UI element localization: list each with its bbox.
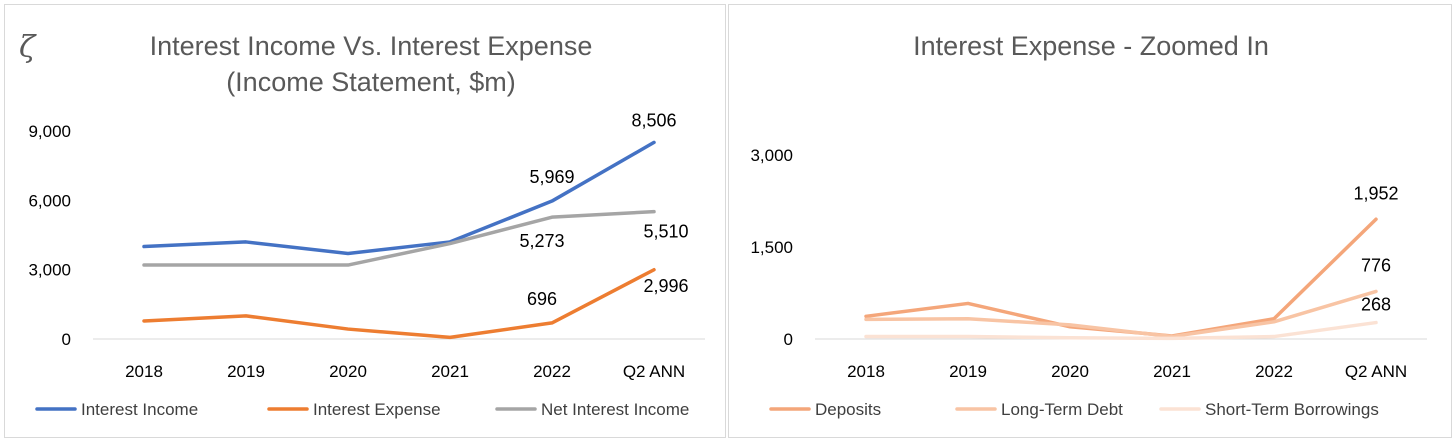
data-label: 776 xyxy=(1361,255,1391,275)
legend-label: Interest Expense xyxy=(313,400,441,419)
logo-zeta: ζ xyxy=(19,30,37,65)
legend-label: Short-Term Borrowings xyxy=(1205,400,1379,419)
y-tick-label: 0 xyxy=(62,330,71,349)
data-label: 8,506 xyxy=(631,110,676,130)
data-label: 5,969 xyxy=(529,167,574,187)
data-labels: 5,969 8,506 696 2,996 5,273 5,510 xyxy=(519,110,688,308)
chart-subtitle: (Income Statement, $m) xyxy=(226,67,516,97)
interest-expense-zoom-chart-panel: Interest Expense - Zoomed In 0 1,500 3,000… xyxy=(728,4,1452,438)
chart-title: Interest Income Vs. Interest Expense xyxy=(150,31,593,61)
y-tick-label: 0 xyxy=(784,330,793,349)
x-tick-label: 2018 xyxy=(847,362,885,381)
axes: 0 1,500 3,000 2018 2019 2020 2021 2022 Q2 ANN xyxy=(750,146,1427,381)
series-line-long-term-debt xyxy=(864,289,1378,339)
data-label: 5,273 xyxy=(519,231,564,251)
x-tick-label: 2020 xyxy=(329,362,367,381)
chart-title: Interest Expense - Zoomed In xyxy=(913,31,1269,61)
series-lines xyxy=(142,140,656,340)
data-label: 2,996 xyxy=(643,276,688,296)
legend-label: Net Interest Income xyxy=(541,400,689,419)
x-tick-label: 2021 xyxy=(1153,362,1191,381)
axes: 0 3,000 6,000 9,000 2018 2019 2020 2021 2022 Q2 A… xyxy=(28,122,705,381)
legend: Deposits Long-Term Debt Short-Term Borrowi… xyxy=(769,400,1379,419)
legend-label: Interest Income xyxy=(81,400,198,419)
series-line-net-interest-income xyxy=(142,209,656,267)
interest-income-chart: ζ Interest Income Vs. Interest Expense (… xyxy=(19,30,705,419)
x-tick-label: 2022 xyxy=(533,362,571,381)
y-tick-label: 3,000 xyxy=(28,261,71,280)
x-tick-label: 2021 xyxy=(431,362,469,381)
series-line-short-term-borrowings xyxy=(864,320,1378,341)
x-tick-label: 2022 xyxy=(1255,362,1293,381)
data-labels: 1,952 776 268 xyxy=(1353,183,1398,314)
y-tick-label: 6,000 xyxy=(28,191,71,210)
legend-label: Long-Term Debt xyxy=(1001,400,1123,419)
data-label: 1,952 xyxy=(1353,183,1398,203)
data-label: 696 xyxy=(527,289,557,309)
x-tick-label: Q2 ANN xyxy=(623,362,685,381)
x-tick-label: 2019 xyxy=(949,362,987,381)
x-tick-label: 2019 xyxy=(227,362,265,381)
data-label: 5,510 xyxy=(643,222,688,242)
interest-income-chart-panel: ζ Interest Income Vs. Interest Expense (… xyxy=(4,4,726,438)
y-tick-label: 9,000 xyxy=(28,122,71,141)
y-tick-label: 3,000 xyxy=(750,146,793,165)
y-tick-label: 1,500 xyxy=(750,238,793,257)
legend-label: Deposits xyxy=(815,400,881,419)
x-tick-label: Q2 ANN xyxy=(1345,362,1407,381)
x-tick-label: 2020 xyxy=(1051,362,1089,381)
legend: Interest Income Interest Expense Net Inter… xyxy=(35,400,689,419)
series-line-interest-expense xyxy=(142,268,656,340)
interest-expense-zoom-chart: Interest Expense - Zoomed In 0 1,500 3,000… xyxy=(750,31,1427,419)
series-lines xyxy=(864,217,1378,341)
series-line-interest-income xyxy=(142,140,656,256)
x-tick-label: 2018 xyxy=(125,362,163,381)
data-label: 268 xyxy=(1361,295,1391,315)
